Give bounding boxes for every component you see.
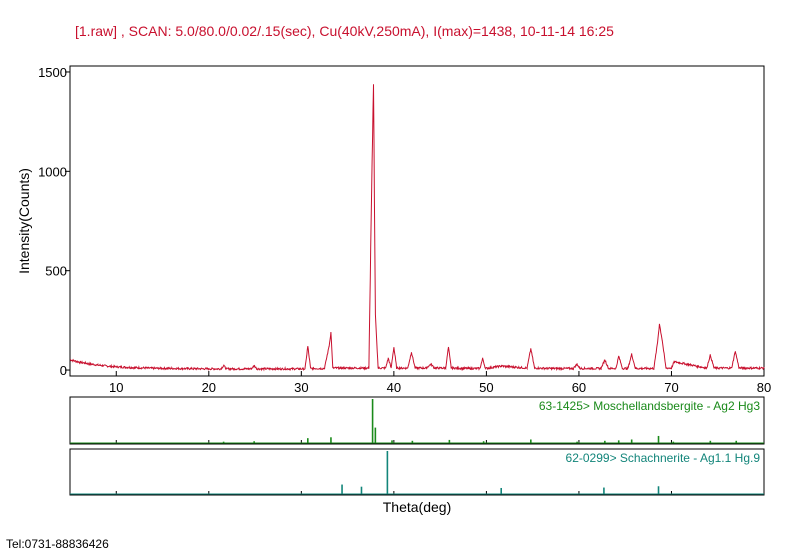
x-tick-label: 10	[109, 380, 123, 395]
x-tick-label: 30	[294, 380, 308, 395]
x-tick-label: 60	[572, 380, 586, 395]
y-axis-ticks: 0 500 1000 1500	[38, 65, 70, 378]
main-plot-frame	[69, 65, 765, 377]
y-tick-label: 1500	[38, 65, 67, 80]
x-axis-ticks: 10 20 30 40 50 60 70 80	[109, 371, 771, 495]
diffraction-pattern	[70, 84, 765, 372]
reference-pattern-1	[70, 399, 764, 444]
x-tick-label: 50	[479, 380, 493, 395]
x-tick-label: 80	[757, 380, 771, 395]
reference-1-label: 63-1425> Moschellandsbergite - Ag2 Hg3	[539, 399, 760, 413]
y-tick-label: 1000	[38, 164, 67, 179]
chart-header: [1.raw] , SCAN: 5.0/80.0/0.02/.15(sec), …	[0, 0, 800, 60]
x-tick-label: 20	[202, 380, 216, 395]
y-tick-label: 500	[45, 264, 67, 279]
reference-2-label: 62-0299> Schachnerite - Ag1.1 Hg.9	[566, 451, 761, 465]
series-line-1raw	[70, 84, 765, 372]
y-axis-label: Intensity(Counts)	[16, 168, 32, 274]
chart-title: [1.raw] , SCAN: 5.0/80.0/0.02/.15(sec), …	[75, 23, 614, 39]
reference-panel-2	[69, 448, 765, 496]
x-axis-label: Theta(deg)	[383, 499, 451, 515]
x-tick-label: 70	[664, 380, 678, 395]
reference-pattern-2	[70, 451, 764, 495]
y-tick-label: 0	[60, 363, 67, 378]
footer-contact: Tel:0731-88836426	[6, 537, 109, 551]
reference-panel-1	[69, 396, 765, 445]
x-tick-label: 40	[387, 380, 401, 395]
